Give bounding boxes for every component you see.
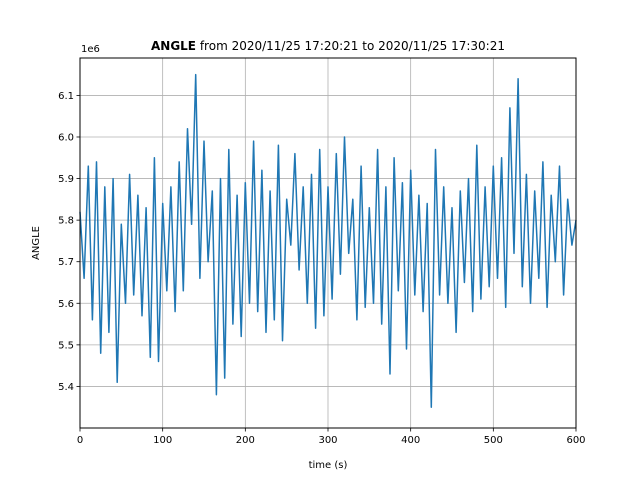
y-tick-label: 5.8	[58, 216, 74, 227]
chart-title: ANGLE from 2020/11/25 17:20:21 to 2020/1…	[151, 39, 505, 53]
y-tick-label: 5.5	[58, 340, 74, 351]
y-tick-label: 5.9	[58, 174, 74, 185]
x-tick-label: 400	[401, 435, 420, 446]
y-axis-ticks: 5.4 5.5 5.6 5.7 5.8 5.9 6.0 6.1	[58, 91, 80, 393]
chart-title-rest: from 2020/11/25 17:20:21 to 2020/11/25 1…	[196, 39, 505, 53]
data-layer	[79, 73, 577, 408]
y-tick-label: 5.4	[58, 382, 74, 393]
y-tick-label: 6.1	[58, 91, 74, 102]
chart-title-bold: ANGLE	[151, 39, 196, 53]
angle-series-line	[79, 73, 577, 408]
y-axis-label: ANGLE	[31, 226, 42, 260]
x-axis-ticks: 0 100 200 300 400 500 600	[77, 428, 586, 446]
y-tick-label: 5.7	[58, 257, 74, 268]
y-tick-label: 5.6	[58, 299, 74, 310]
x-tick-label: 300	[318, 435, 337, 446]
x-tick-label: 0	[77, 435, 83, 446]
x-tick-label: 600	[566, 435, 585, 446]
offset-text: 1e6	[81, 44, 100, 55]
x-tick-label: 200	[236, 435, 255, 446]
x-axis-label: time (s)	[309, 460, 348, 471]
x-tick-label: 100	[153, 435, 172, 446]
x-tick-label: 500	[484, 435, 503, 446]
y-tick-label: 6.0	[58, 132, 74, 143]
